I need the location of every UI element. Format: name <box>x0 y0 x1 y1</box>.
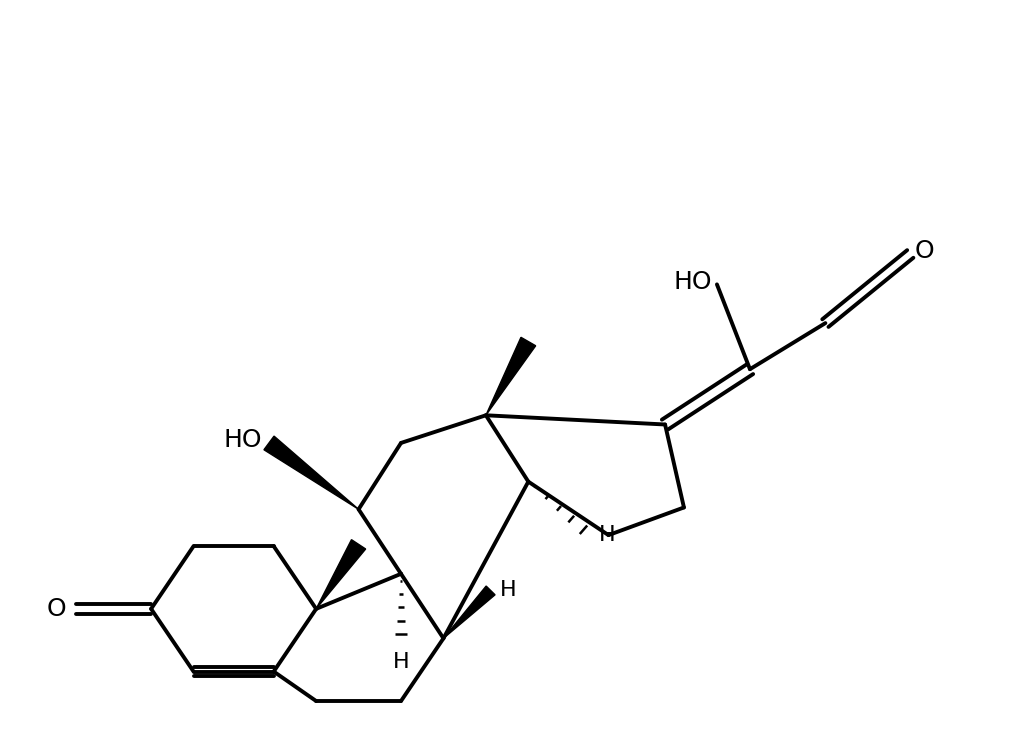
Text: O: O <box>47 597 67 621</box>
Polygon shape <box>486 337 535 415</box>
Polygon shape <box>443 586 495 638</box>
Text: HO: HO <box>223 428 262 452</box>
Text: HO: HO <box>674 269 712 294</box>
Text: H: H <box>599 525 615 545</box>
Polygon shape <box>264 436 359 509</box>
Text: H: H <box>500 580 516 600</box>
Text: H: H <box>393 651 409 672</box>
Text: O: O <box>915 239 934 264</box>
Polygon shape <box>316 539 366 609</box>
